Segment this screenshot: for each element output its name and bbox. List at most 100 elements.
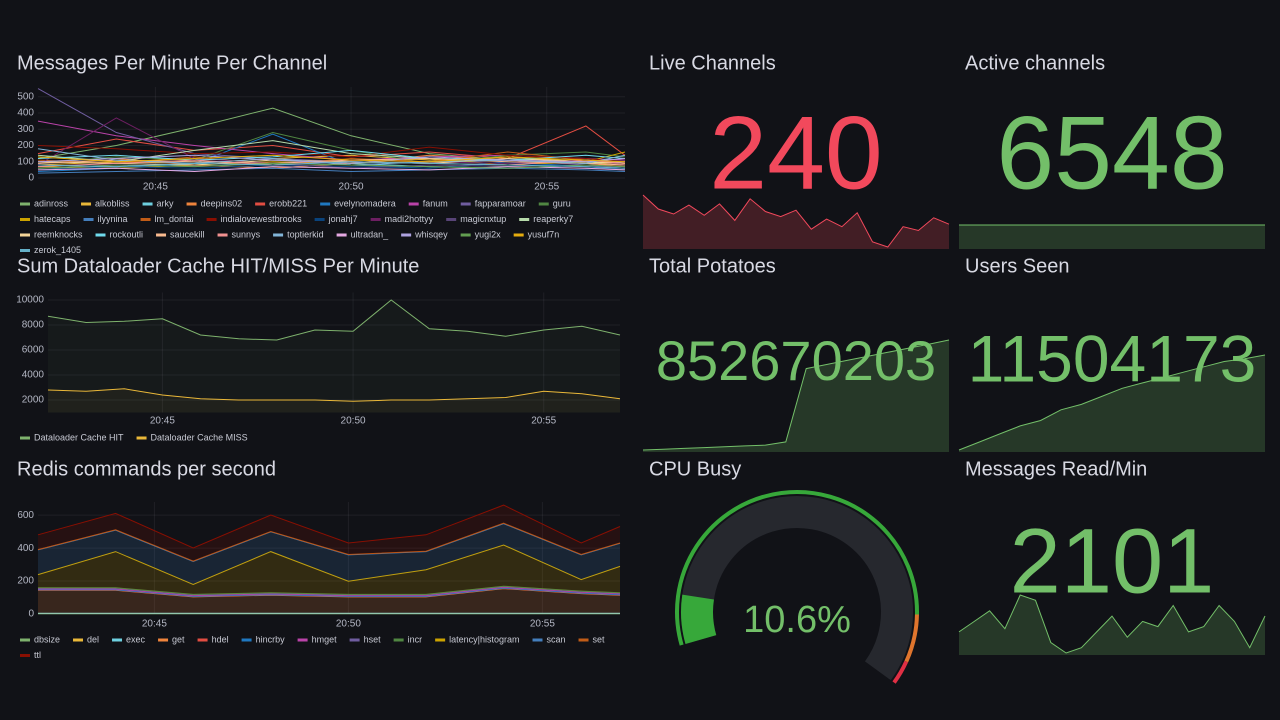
stat-value: 6548 bbox=[996, 95, 1227, 211]
legend-label: arky bbox=[157, 198, 175, 208]
legend-label: whisqey bbox=[414, 229, 448, 239]
panel-title: Messages Per Minute Per Channel bbox=[17, 52, 327, 74]
legend-label: get bbox=[172, 634, 185, 644]
legend-label: yugi2x bbox=[475, 229, 502, 239]
threshold-band bbox=[904, 614, 919, 663]
legend-item: whisqey bbox=[401, 229, 448, 239]
y-tick-label: 400 bbox=[17, 108, 34, 119]
area-line bbox=[38, 587, 621, 597]
legend-label: sunnys bbox=[232, 229, 261, 239]
legend-item: set bbox=[578, 634, 606, 644]
panel-title: Sum Dataloader Cache HIT/MISS Per Minute bbox=[17, 255, 419, 277]
legend-item: zerok_1405 bbox=[20, 245, 81, 255]
area-line bbox=[37, 544, 621, 586]
area-line bbox=[37, 522, 621, 562]
legend-label: erobb221 bbox=[269, 198, 307, 208]
y-tick-label: 400 bbox=[17, 543, 34, 554]
legend-label: reaperky7 bbox=[533, 214, 573, 224]
legend-label: hset bbox=[364, 634, 382, 644]
legend-item: exec bbox=[112, 634, 146, 644]
panel-title: Total Potatoes bbox=[649, 255, 776, 277]
threshold-band bbox=[675, 490, 919, 646]
legend-label: set bbox=[593, 634, 606, 644]
legend-label: hmget bbox=[312, 634, 338, 644]
legend-label: magicnxtup bbox=[460, 214, 506, 224]
legend-label: saucekill bbox=[170, 229, 205, 239]
legend-label: guru bbox=[553, 198, 571, 208]
x-tick-label: 20:50 bbox=[339, 182, 364, 193]
legend-label: fapparamoar bbox=[475, 198, 526, 208]
legend-label: madi2hottyy bbox=[385, 214, 434, 224]
x-tick-label: 20:55 bbox=[534, 182, 559, 193]
legend-item: fapparamoar bbox=[460, 198, 526, 208]
legend-label: rockoutli bbox=[110, 229, 144, 239]
y-tick-label: 0 bbox=[28, 609, 34, 620]
sparkline-fill bbox=[959, 225, 1265, 249]
sparkline bbox=[642, 339, 950, 451]
x-tick-label: 20:55 bbox=[530, 619, 555, 630]
x-tick-label: 20:50 bbox=[341, 416, 366, 427]
legend-label: ultradan_ bbox=[351, 229, 390, 239]
stat-value: 2101 bbox=[1010, 510, 1215, 612]
area-line bbox=[38, 585, 621, 595]
legend-item: latency|histogram bbox=[435, 634, 520, 644]
legend-label: alkobliss bbox=[95, 198, 130, 208]
y-tick-label: 200 bbox=[17, 576, 34, 587]
legend-item: jonahj7 bbox=[314, 214, 358, 224]
y-tick-label: 0 bbox=[28, 173, 34, 184]
area-line bbox=[37, 504, 621, 549]
legend-item: arky bbox=[142, 198, 175, 208]
legend-item: Dataloader Cache MISS bbox=[136, 432, 248, 442]
series-fill bbox=[48, 300, 620, 413]
y-tick-label: 300 bbox=[17, 124, 34, 135]
legend-item: indialovewestbrooks bbox=[206, 214, 303, 224]
legend-item: scan bbox=[532, 634, 566, 644]
gauge-track bbox=[681, 496, 913, 681]
series-line bbox=[47, 299, 621, 341]
legend-label: jonahj7 bbox=[328, 214, 358, 224]
legend-label: toptierkid bbox=[287, 229, 324, 239]
series-line bbox=[37, 145, 626, 163]
stat-value: 11504173 bbox=[968, 321, 1257, 395]
series-line bbox=[37, 154, 626, 163]
legend-item: fanum bbox=[408, 198, 448, 208]
panel-title: Redis commands per second bbox=[17, 458, 276, 480]
legend-item: saucekill bbox=[156, 229, 205, 239]
y-tick-label: 200 bbox=[17, 140, 34, 151]
legend-label: adinross bbox=[34, 198, 69, 208]
panel-title: Live Channels bbox=[649, 52, 776, 74]
legend-item: alkobliss bbox=[81, 198, 130, 208]
area-fill bbox=[38, 545, 620, 595]
area-fill bbox=[38, 505, 620, 562]
series-line bbox=[37, 154, 626, 164]
legend-item: del bbox=[73, 634, 99, 644]
legend-label: hincrby bbox=[256, 634, 286, 644]
legend-item: yugi2x bbox=[460, 229, 502, 239]
legend-label: dbsize bbox=[34, 634, 60, 644]
panel-title: Users Seen bbox=[965, 255, 1070, 277]
legend-label: zerok_1405 bbox=[34, 245, 81, 255]
sparkline-fill bbox=[643, 195, 949, 249]
legend-label: del bbox=[87, 634, 99, 644]
legend-item: sunnys bbox=[217, 229, 261, 239]
x-tick-label: 20:45 bbox=[143, 182, 168, 193]
area-fill bbox=[38, 588, 620, 614]
gauge-value bbox=[681, 594, 717, 644]
legend-item: evelynomadera bbox=[320, 198, 396, 208]
legend-item: reaperky7 bbox=[519, 214, 573, 224]
legend-item: incr bbox=[393, 634, 422, 644]
y-tick-label: 4000 bbox=[22, 370, 45, 381]
legend-label: indialovewestbrooks bbox=[221, 214, 303, 224]
series-line bbox=[37, 149, 626, 161]
y-tick-label: 500 bbox=[17, 91, 34, 102]
legend-label: Dataloader Cache MISS bbox=[151, 432, 248, 442]
legend-item: magicnxtup bbox=[446, 214, 506, 224]
legend-label: ilyynina bbox=[98, 214, 128, 224]
area-fill bbox=[38, 523, 620, 585]
series-line bbox=[37, 161, 626, 169]
legend-item: get bbox=[158, 634, 185, 644]
legend-label: deepins02 bbox=[201, 198, 243, 208]
threshold-band bbox=[892, 660, 909, 684]
legend-item: guru bbox=[538, 198, 571, 208]
